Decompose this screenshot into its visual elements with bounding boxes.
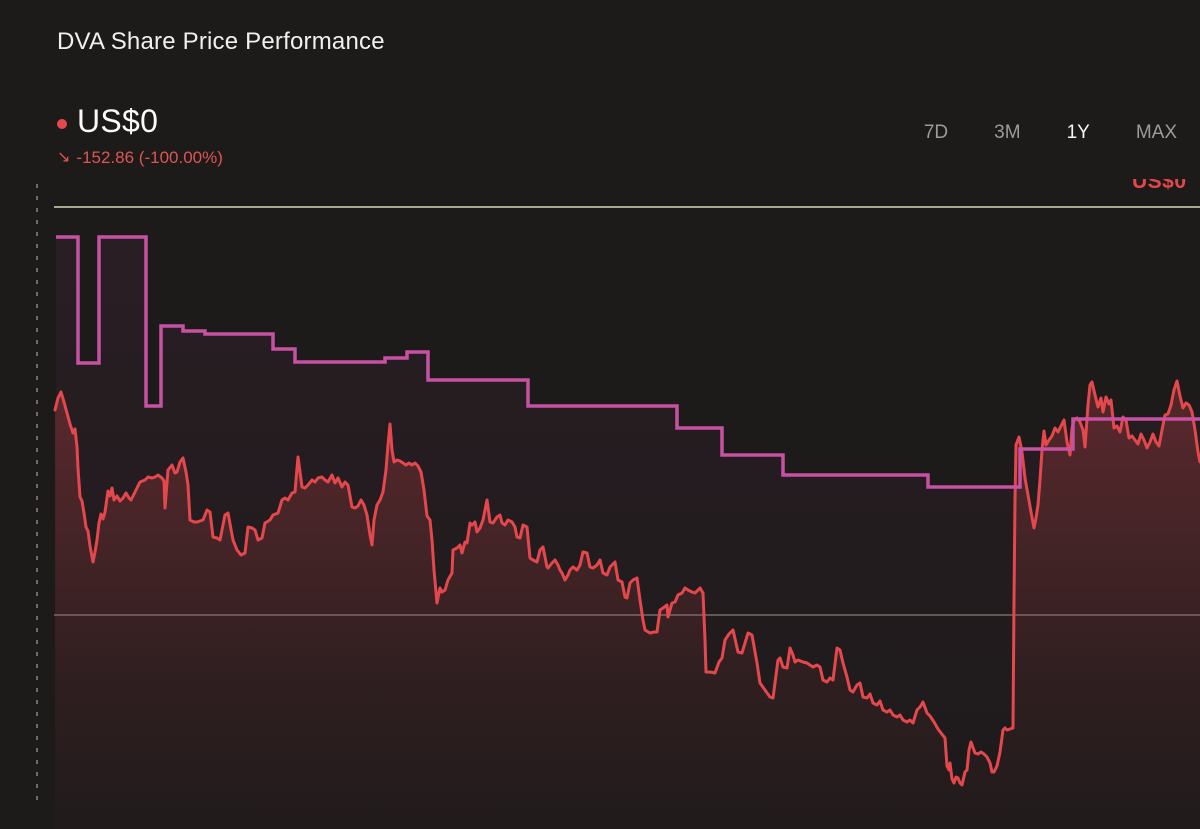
tab-1y[interactable]: 1Y — [1066, 122, 1090, 143]
price-dot-icon — [57, 118, 67, 129]
period-selector: 7D 3M 1Y MAX — [924, 122, 1177, 144]
down-right-arrow-icon: ↘ — [57, 149, 71, 166]
stepped-reference-line — [56, 235, 1200, 489]
tab-max[interactable]: MAX — [1135, 122, 1177, 143]
tab-3m[interactable]: 3M — [994, 122, 1021, 143]
current-price-value: US$0 — [77, 103, 159, 139]
price-change-row: ↘ -152.86 (-100.00%) — [57, 148, 223, 168]
price-marker-label: US$0 — [1132, 179, 1187, 193]
current-price-row: US$0 — [57, 103, 158, 140]
tab-7d[interactable]: 7D — [923, 122, 949, 143]
chart-title: DVA Share Price Performance — [57, 28, 385, 55]
price-change-text: -152.86 (-100.00%) — [76, 148, 223, 167]
share-price-area-fill — [55, 381, 1200, 829]
share-price-line — [53, 379, 1200, 787]
